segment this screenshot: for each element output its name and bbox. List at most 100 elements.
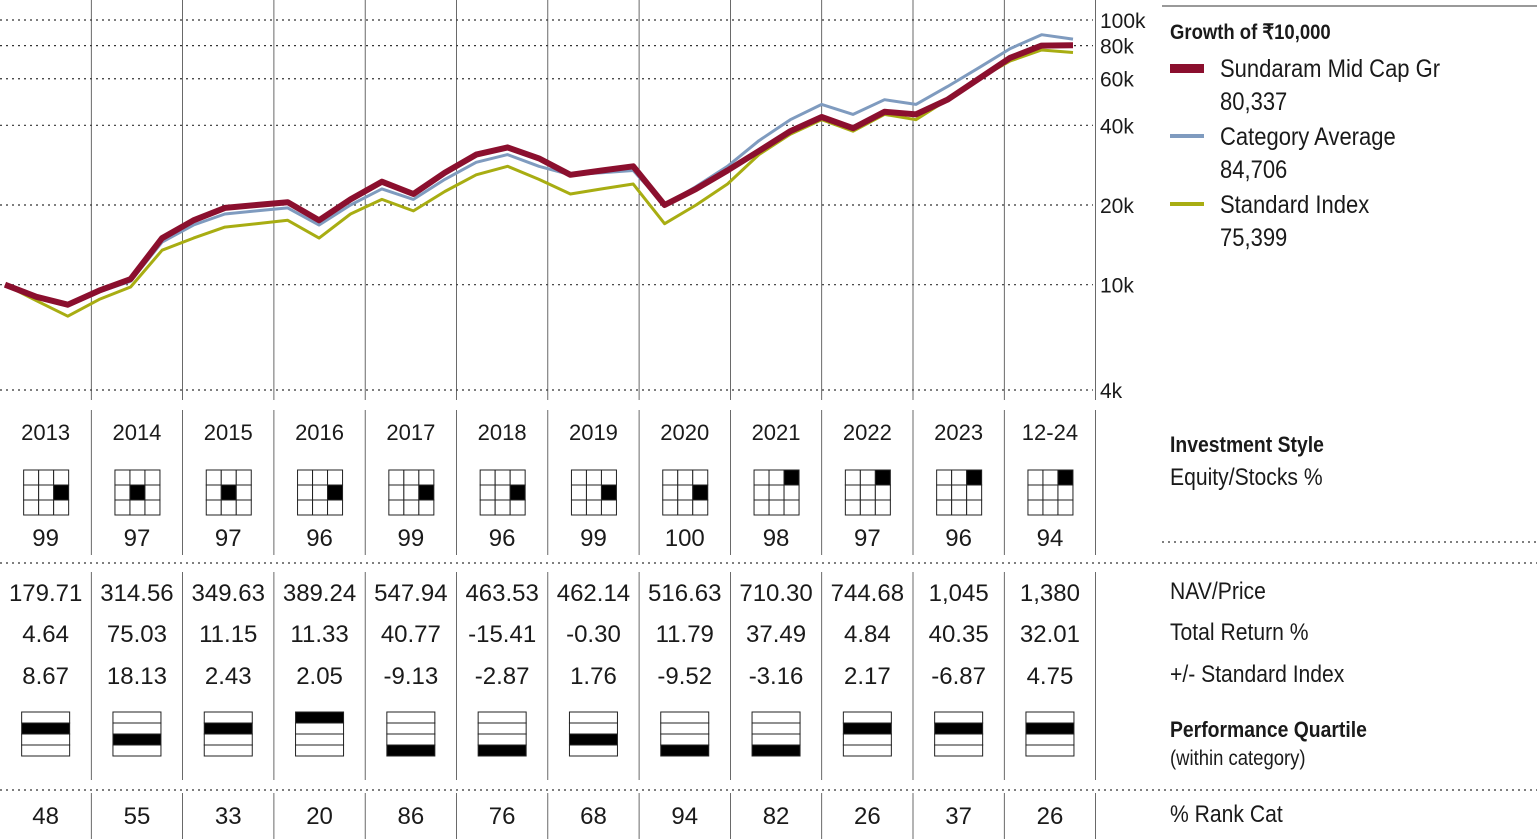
y-tick-labels: 100k 80k 60k 40k 20k 10k 4k [1100,10,1146,403]
nav-value: 463.53 [465,580,538,607]
style-box [570,469,617,516]
vs-index-label: +/- Standard Index [1170,661,1345,688]
style-box-cell [570,499,587,516]
equity-pct-value: 97 [124,525,151,552]
total-return-value: 37.49 [746,621,806,648]
year-separators [90,0,1096,839]
style-box [388,469,435,516]
style-box-cell [479,469,496,486]
style-box-cell [844,499,861,516]
equity-pct-value: 96 [489,525,516,552]
style-box-cell [479,484,496,501]
y-tick-label: 80k [1100,36,1134,59]
style-box-cell [753,484,770,501]
quartile-band [295,744,345,757]
quartile-band [112,744,162,757]
quartile-band [568,722,618,735]
style-box-cell [129,469,146,486]
style-box-filled-cell [53,484,70,501]
style-box-cell [768,484,785,501]
year-label: 2020 [660,420,709,445]
quartile-band [660,733,710,746]
quartile-band [477,711,527,724]
quartile-band [21,711,71,724]
style-box-cell [844,484,861,501]
series-lines [3,33,1074,318]
style-box-filled-cell [509,484,526,501]
rank-cat-value: 26 [854,803,881,830]
equity-pct-value: 100 [665,525,705,552]
vs-index-value: 2.05 [296,663,343,690]
quartile-band [1025,711,1075,724]
nav-value: 314.56 [100,580,173,607]
quartile-band [386,733,436,746]
style-box-filled-cell [129,484,146,501]
style-box-cell [874,484,891,501]
total-return-value: 4.64 [22,621,69,648]
style-box-cell [494,484,511,501]
style-box-cell [205,469,222,486]
style-box-filled-cell [418,484,435,501]
style-box-cell [585,484,602,501]
gridlines [0,5,1537,543]
style-box-cell [205,499,222,516]
quartile-filled-band [842,722,892,735]
quartile-band [842,744,892,757]
legend-value-category: 84,706 [1220,156,1288,184]
quartile-band [751,733,801,746]
nav-value: 710.30 [739,580,812,607]
y-tick-label: 4k [1100,380,1123,403]
vs-index-value: -2.87 [475,663,530,690]
style-box-cell [768,499,785,516]
performance-quartile-label: Performance Quartile [1170,717,1367,742]
style-box-cell [783,499,800,516]
style-box-cell [859,469,876,486]
quartile-band [934,744,984,757]
quartile-box [477,711,527,757]
quartile-band [203,711,253,724]
total-return-value: 32.01 [1020,621,1080,648]
nav-value: 744.68 [831,580,904,607]
style-box-cell [388,499,405,516]
style-box-cell [936,484,953,501]
style-box-cell [235,484,252,501]
quartile-band [477,722,527,735]
style-box-cell [327,499,344,516]
style-box-filled-cell [966,469,983,486]
style-box [23,469,70,516]
style-box-cell [388,484,405,501]
style-box-filled-cell [874,469,891,486]
equity-pct-value: 96 [945,525,972,552]
equity-pct-row: 99 97 97 96 99 96 99 100 98 97 96 94 [32,525,1063,552]
equity-pct-value: 97 [215,525,242,552]
total-return-value: 11.15 [199,621,257,648]
vs-index-value: 2.43 [205,663,252,690]
style-box-cell [418,499,435,516]
rank-cat-value: 68 [580,803,607,830]
quartile-box [112,711,162,757]
style-box-cell [144,484,161,501]
year-label: 2015 [204,420,253,445]
rank-row: 48 55 33 20 86 76 68 94 82 26 37 26 [32,803,1063,830]
quartile-box [751,711,801,757]
rank-cat-value: 37 [945,803,972,830]
style-box-cell [692,469,709,486]
equity-stocks-label: Equity/Stocks % [1170,464,1323,491]
quartile-filled-band [203,722,253,735]
legend: Growth of ₹10,000 Sundaram Mid Cap Gr 80… [1170,20,1530,257]
row-dividers [0,562,1537,791]
quartile-band [1025,733,1075,746]
quartile-band [660,711,710,724]
style-box-cell [951,484,968,501]
total-return-row: 4.64 75.03 11.15 11.33 40.77 -15.41 -0.30 11.79… [22,621,1080,648]
style-box-cell [936,499,953,516]
total-return-value: 4.84 [844,621,891,648]
year-label: 12-24 [1022,420,1078,445]
style-box [479,469,526,516]
quartile-band [21,733,71,746]
style-boxes [23,469,1074,516]
style-box-cell [297,499,314,516]
quartile-band [477,733,527,746]
quartile-band [842,711,892,724]
nav-row: 179.71 314.56 349.63 389.24 547.94 463.53 462.… [9,580,1080,607]
